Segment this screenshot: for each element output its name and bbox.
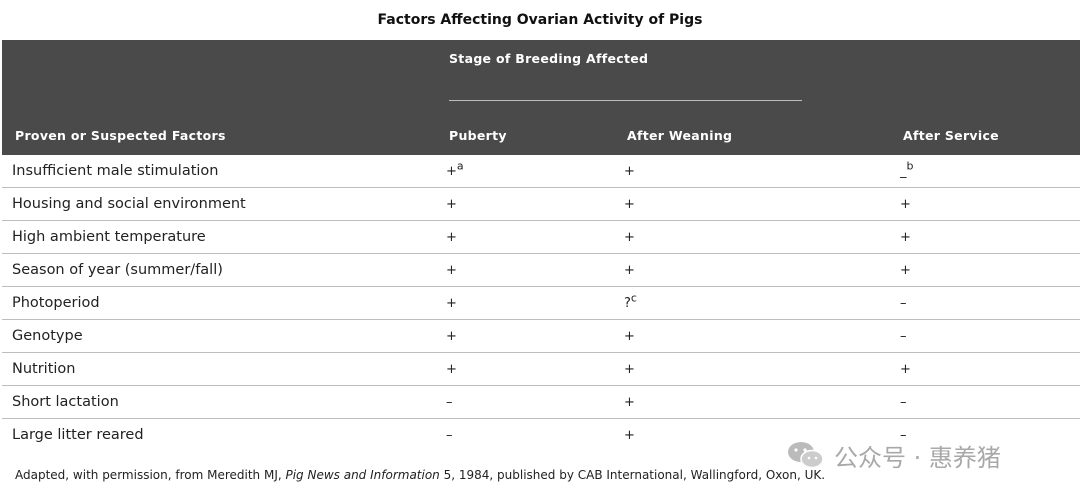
- column-header-after-service: After Service: [903, 128, 999, 143]
- after-service-cell: –: [900, 428, 907, 443]
- after-weaning-cell: +: [624, 263, 635, 278]
- stage-divider-line: [449, 100, 802, 101]
- after-service-cell: +: [900, 263, 911, 278]
- puberty-cell: +a: [446, 159, 464, 179]
- after-service-cell: –: [900, 395, 907, 410]
- table-row: Genotype + + –: [2, 320, 1080, 353]
- factor-cell: Housing and social environment: [12, 196, 246, 212]
- journal-title: Pig News and Information: [285, 468, 440, 482]
- factor-cell: Short lactation: [12, 394, 119, 410]
- wechat-icon: [788, 442, 824, 469]
- stage-header-band: Stage of Breeding Affected: [2, 40, 1080, 79]
- after-service-cell: +: [900, 362, 911, 377]
- column-header-after-weaning: After Weaning: [627, 128, 733, 143]
- footnote-marker: a: [456, 159, 464, 173]
- after-weaning-cell: +: [624, 362, 635, 377]
- watermark: 公众号 · 惠养猪: [786, 437, 1001, 473]
- after-service-cell: –: [900, 296, 907, 311]
- after-weaning-cell: +: [624, 164, 635, 179]
- table-row: Housing and social environment + + +: [2, 188, 1080, 221]
- after-weaning-cell: +: [624, 428, 635, 443]
- after-service-cell: +: [900, 230, 911, 245]
- after-service-cell: +: [900, 197, 911, 212]
- watermark-text: 公众号 · 惠养猪: [834, 443, 1001, 472]
- factor-cell: Nutrition: [12, 361, 76, 377]
- factor-cell: Photoperiod: [12, 295, 100, 311]
- after-weaning-cell: +: [624, 230, 635, 245]
- puberty-cell: +: [446, 362, 457, 377]
- after-weaning-cell: +: [624, 395, 635, 410]
- puberty-cell: –: [446, 395, 453, 410]
- table-row: Insufficient male stimulation +a + _b: [2, 155, 1080, 188]
- puberty-cell: +: [446, 296, 457, 311]
- column-header-factors: Proven or Suspected Factors: [15, 128, 226, 143]
- after-service-cell: –: [900, 329, 907, 344]
- factor-cell: Large litter reared: [12, 427, 144, 443]
- table-row: Large litter reared – + –: [2, 419, 1080, 452]
- factor-cell: Season of year (summer/fall): [12, 262, 223, 278]
- puberty-cell: +: [446, 197, 457, 212]
- column-header-puberty: Puberty: [449, 128, 507, 143]
- factor-cell: Insufficient male stimulation: [12, 163, 219, 179]
- table-row: Short lactation – + –: [2, 386, 1080, 419]
- factor-cell: Genotype: [12, 328, 83, 344]
- footnote-marker: c: [630, 291, 637, 305]
- table-row: Photoperiod + ?c –: [2, 287, 1080, 320]
- after-weaning-cell: +: [624, 329, 635, 344]
- puberty-cell: –: [446, 428, 453, 443]
- table-title: Factors Affecting Ovarian Activity of Pi…: [377, 12, 703, 28]
- after-service-cell: _b: [900, 159, 914, 179]
- stage-header-label: Stage of Breeding Affected: [449, 51, 649, 66]
- footnote-marker: b: [906, 159, 914, 173]
- table-body: Insufficient male stimulation +a + _b Ho…: [2, 155, 1080, 452]
- table-row: High ambient temperature + + +: [2, 221, 1080, 254]
- table-row: Nutrition + + +: [2, 353, 1080, 386]
- table-row: Season of year (summer/fall) + + +: [2, 254, 1080, 287]
- puberty-cell: +: [446, 329, 457, 344]
- after-weaning-cell: ?c: [624, 291, 637, 311]
- puberty-cell: +: [446, 230, 457, 245]
- factor-cell: High ambient temperature: [12, 229, 206, 245]
- puberty-cell: +: [446, 263, 457, 278]
- source-footnote: Adapted, with permission, from Meredith …: [15, 468, 826, 482]
- stage-rule-band: [2, 78, 1080, 118]
- column-header-row: Proven or Suspected Factors Puberty Afte…: [2, 117, 1080, 155]
- after-weaning-cell: +: [624, 197, 635, 212]
